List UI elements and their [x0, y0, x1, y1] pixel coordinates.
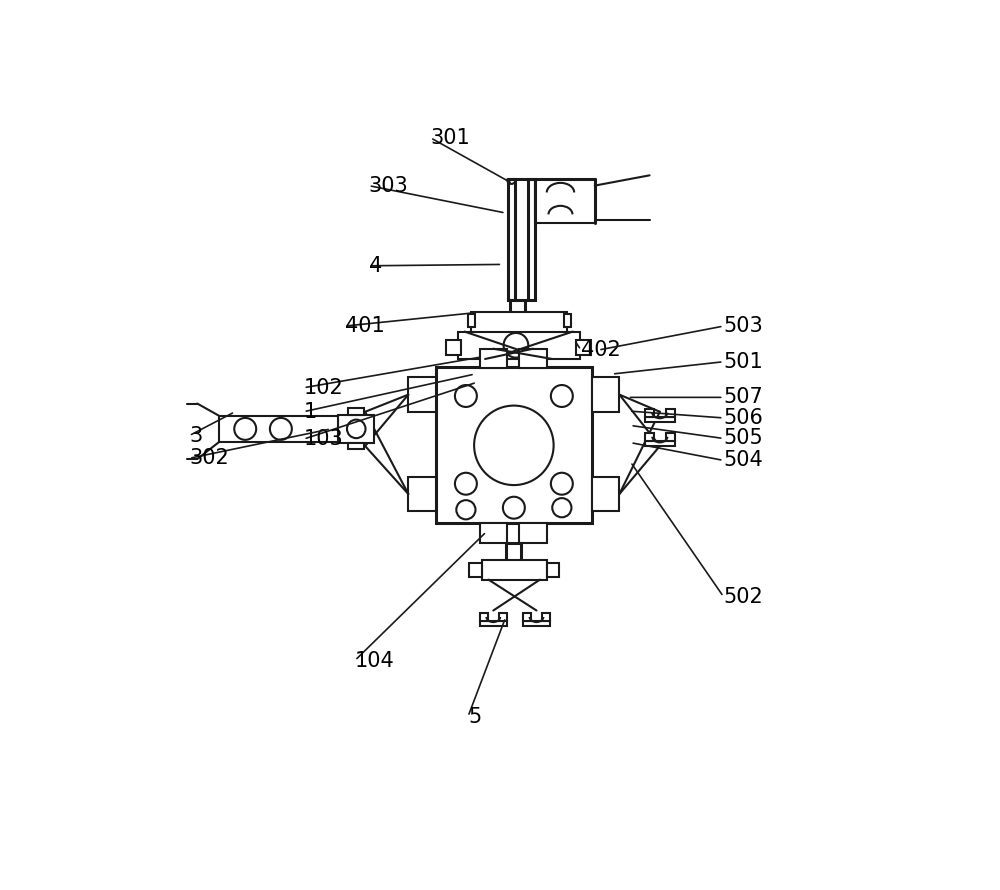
Text: 402: 402 [581, 340, 621, 360]
Text: 4: 4 [369, 255, 382, 276]
Bar [519, 349, 547, 368]
Bar [645, 409, 654, 417]
Bar [408, 477, 436, 511]
Bar [348, 409, 364, 415]
Text: 502: 502 [724, 587, 763, 607]
Bar [645, 417, 675, 422]
Bar [592, 477, 619, 511]
Circle shape [551, 473, 573, 495]
Bar [576, 340, 591, 355]
Bar [547, 563, 559, 577]
Bar [666, 409, 675, 417]
Bar [645, 441, 675, 446]
Bar [480, 523, 507, 543]
Circle shape [234, 418, 256, 440]
Text: 3: 3 [189, 425, 202, 446]
Text: 303: 303 [369, 175, 408, 196]
Bar [480, 613, 488, 621]
Text: 501: 501 [724, 352, 763, 372]
Bar [436, 368, 592, 523]
Circle shape [504, 333, 528, 358]
Text: 507: 507 [724, 387, 763, 408]
Circle shape [270, 418, 292, 440]
Text: 1: 1 [303, 401, 317, 422]
Text: 506: 506 [724, 408, 763, 428]
Bar [480, 349, 507, 368]
Text: 503: 503 [724, 316, 763, 336]
Bar [471, 312, 567, 333]
Bar [564, 314, 571, 328]
Circle shape [503, 497, 525, 519]
Circle shape [474, 406, 554, 485]
Bar [468, 314, 475, 328]
Bar [499, 613, 507, 621]
Text: 104: 104 [355, 651, 395, 670]
Bar [480, 621, 507, 626]
Bar [666, 433, 675, 441]
Bar [523, 613, 531, 621]
Text: 102: 102 [303, 377, 343, 398]
Bar [510, 300, 525, 316]
Bar [219, 416, 338, 442]
Bar [506, 543, 521, 562]
Circle shape [455, 385, 477, 407]
Bar [446, 340, 461, 355]
Bar [408, 377, 436, 412]
Circle shape [347, 419, 366, 438]
Bar [348, 443, 364, 449]
Bar [519, 523, 547, 543]
Bar [458, 332, 580, 359]
Text: 103: 103 [303, 429, 343, 449]
Bar [482, 561, 547, 579]
Circle shape [551, 385, 573, 407]
Bar [592, 377, 619, 412]
Circle shape [552, 498, 571, 517]
Text: 504: 504 [724, 450, 763, 471]
Circle shape [456, 500, 475, 520]
Bar [645, 433, 654, 441]
Bar [508, 179, 515, 300]
Text: 505: 505 [724, 428, 763, 449]
Circle shape [455, 473, 477, 495]
Text: 401: 401 [345, 316, 384, 336]
Text: 5: 5 [468, 707, 481, 727]
Bar [338, 415, 374, 443]
Bar [469, 563, 482, 577]
Bar [542, 613, 550, 621]
Bar [523, 621, 550, 626]
Text: 302: 302 [189, 449, 229, 468]
Text: 301: 301 [430, 127, 470, 148]
Bar [528, 179, 535, 300]
